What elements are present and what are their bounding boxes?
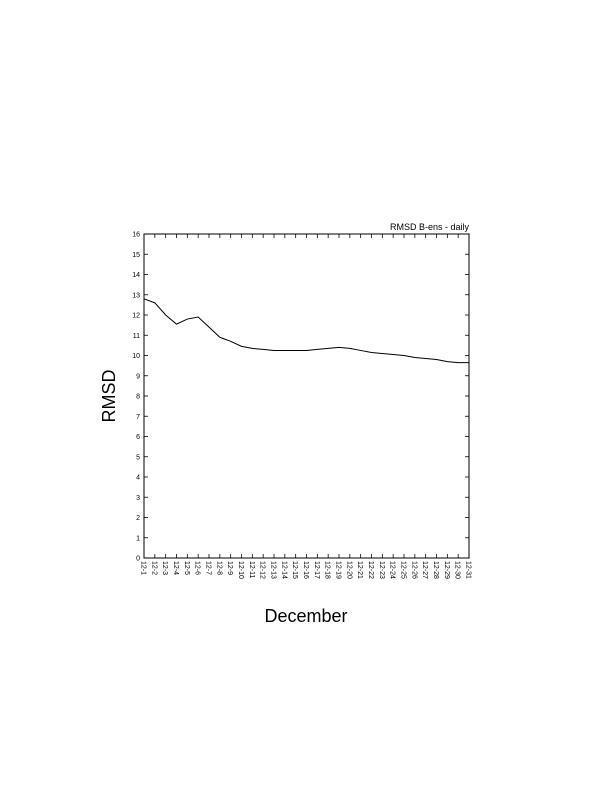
x-tick-label: 12-26 [410, 561, 417, 579]
x-tick-label: 12-29 [443, 561, 450, 579]
y-tick-label: 9 [136, 373, 140, 380]
x-tick-label: 12-2 [150, 561, 157, 575]
x-tick-label: 12-18 [324, 561, 331, 579]
y-tick-label: 11 [133, 333, 140, 340]
x-tick-label: 12-24 [389, 561, 396, 579]
x-tick-label: 12-7 [205, 561, 212, 575]
x-tick-label: 12-25 [400, 561, 407, 579]
y-axis-title: RMSD [99, 370, 119, 423]
x-tick-label: 12-9 [226, 561, 233, 575]
y-tick-label: 7 [136, 414, 140, 421]
x-tick-label: 12-12 [259, 561, 266, 579]
y-tick-label: 6 [136, 434, 140, 441]
y-tick-label: 3 [136, 495, 140, 502]
x-tick-label: 12-13 [270, 561, 277, 579]
x-tick-label: 12-14 [280, 561, 287, 579]
x-tick-label: 12-30 [454, 561, 461, 579]
y-tick-label: 16 [132, 232, 140, 239]
x-tick-label: 12-15 [291, 561, 298, 579]
x-tick-label: 12-19 [335, 561, 342, 579]
x-tick-label: 12-21 [356, 561, 363, 579]
y-tick-label: 15 [132, 252, 140, 259]
data-line [143, 298, 469, 364]
y-tick-label: 1 [136, 535, 140, 542]
y-tick-label: 10 [132, 353, 140, 360]
x-tick-label: 12-22 [367, 561, 374, 579]
x-tick-label: 12-31 [465, 561, 472, 579]
x-tick-label: 12-5 [183, 561, 190, 575]
y-tick-label: 5 [136, 454, 140, 461]
plot-frame [143, 233, 470, 559]
y-tick-label: 12 [132, 313, 140, 320]
x-tick-label: 12-11 [248, 561, 255, 578]
x-tick-label: 12-27 [421, 561, 428, 579]
y-tick-label: 0 [136, 556, 140, 563]
x-tick-label: 12-6 [194, 561, 201, 575]
x-tick-label: 12-16 [302, 561, 309, 579]
y-tick-label: 8 [136, 394, 140, 401]
x-tick-label: 12-1 [140, 561, 147, 575]
x-tick-label: 12-4 [172, 561, 179, 575]
y-tick-label: 2 [136, 515, 140, 522]
x-axis-title: December [264, 606, 347, 626]
x-tick-label: 12-23 [378, 561, 385, 579]
x-tick-label: 12-8 [215, 561, 222, 575]
x-tick-label: 12-28 [432, 561, 439, 579]
y-tick-label: 14 [132, 272, 140, 279]
x-tick-label: 12-17 [313, 561, 320, 579]
x-tick-label: 12-3 [161, 561, 168, 575]
y-tick-label: 4 [136, 475, 140, 482]
x-tick-label: 12-10 [237, 561, 244, 579]
x-tick-label: 12-20 [345, 561, 352, 579]
chart-title: RMSD B-ens - daily [390, 222, 470, 232]
y-tick-label: 13 [132, 292, 140, 299]
